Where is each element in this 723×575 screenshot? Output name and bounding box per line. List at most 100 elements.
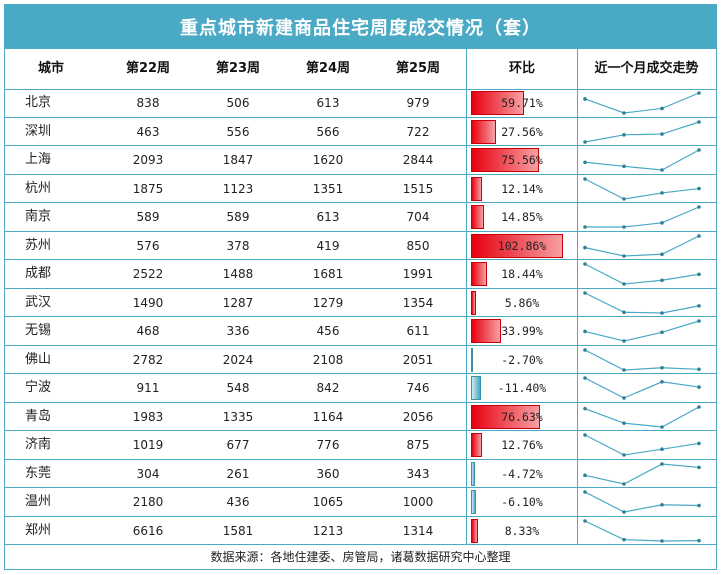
trend-point	[697, 303, 701, 308]
trend-point	[622, 367, 626, 372]
table-row: 无锡 468 336 456 611 33.99%	[5, 317, 716, 346]
ratio-bar-positive	[471, 233, 563, 258]
trend-point	[660, 424, 664, 429]
ratio-bar-positive	[471, 148, 539, 172]
ratio-bar-positive	[471, 262, 488, 286]
city-label: 成都	[25, 266, 52, 281]
ratio-cell: 5.86%	[467, 290, 577, 315]
trend-line	[584, 263, 700, 285]
chart-title: 重点城市新建商品住宅周度成交情况（套）	[5, 5, 716, 49]
trend-line	[584, 149, 700, 171]
table-row: 北京 838 506 613 979 59.71%	[5, 89, 716, 118]
trend-point	[697, 538, 701, 542]
week23-value: 1847	[222, 153, 254, 167]
week23-value: 556	[226, 124, 250, 139]
week22-value: 304	[136, 466, 160, 481]
city-label: 杭州	[25, 180, 52, 196]
trend-point	[660, 447, 664, 452]
ratio-cell: 59.71%	[467, 91, 577, 115]
trend-line	[584, 348, 700, 371]
week22-value: 463	[136, 124, 160, 139]
city-label: 南京	[25, 209, 52, 224]
city-label: 温州	[25, 494, 52, 509]
trend-point	[697, 186, 701, 190]
week23-value: 1581	[222, 523, 254, 538]
ratio-bar-negative	[471, 461, 476, 486]
trend-line	[584, 120, 700, 143]
week24-value: 1351	[312, 181, 344, 196]
city-label: 济南	[25, 437, 52, 452]
week24-value: 2108	[312, 352, 344, 367]
ratio-label: 14.85%	[501, 210, 543, 224]
trend-point	[660, 502, 664, 507]
trend-point	[622, 537, 626, 541]
trend-point	[660, 251, 664, 256]
ratio-cell: 27.56%	[467, 119, 577, 144]
table-row: 温州 2180 436 1065 1000 -6.10%	[5, 488, 716, 517]
trend-point	[660, 310, 664, 315]
trend-point	[583, 97, 587, 101]
week25-value: 2056	[402, 409, 434, 424]
trend-sparkline	[583, 461, 701, 486]
table-row: 宁波 911 548 842 746 -11.40%	[5, 374, 716, 403]
trend-line	[584, 234, 700, 257]
trend-point	[583, 139, 587, 144]
ratio-label: -6.10%	[501, 495, 543, 509]
week25-value: 722	[406, 124, 430, 139]
week24-value: 419	[316, 238, 340, 253]
trend-sparkline	[583, 347, 701, 372]
trend-sparkline	[583, 91, 701, 115]
trend-point	[697, 272, 701, 277]
trend-point	[697, 119, 701, 124]
ratio-cell: -2.70%	[467, 347, 577, 372]
ratio-cell: 75.56%	[467, 148, 577, 172]
trend-line	[584, 377, 700, 399]
city-label: 深圳	[25, 123, 52, 139]
week24-value: 613	[316, 96, 340, 110]
week24-value: 360	[316, 466, 340, 481]
ratio-cell: 14.85%	[467, 205, 577, 229]
trend-point	[622, 481, 626, 486]
trend-point	[660, 190, 664, 195]
ratio-bar-positive	[471, 518, 479, 543]
trend-line	[584, 491, 700, 513]
trend-point	[660, 278, 664, 283]
week23-value: 548	[226, 381, 250, 395]
trend-point	[583, 245, 587, 249]
trend-sparkline	[583, 433, 701, 457]
week23-value: 589	[226, 210, 250, 224]
trend-point	[622, 339, 626, 343]
trend-point	[697, 91, 701, 95]
trend-sparkline	[583, 205, 701, 229]
ratio-label: 102.86%	[497, 238, 547, 253]
week23-value: 378	[226, 238, 250, 253]
week23-value: 436	[226, 495, 250, 509]
table-row: 青岛 1983 1335 1164 2056 76.63%	[5, 403, 716, 431]
week24-value: 613	[316, 210, 340, 224]
city-label: 北京	[25, 95, 52, 110]
table-row: 佛山 2782 2024 2108 2051 -2.70%	[5, 346, 716, 374]
trend-point	[583, 329, 587, 334]
trend-point	[697, 441, 701, 446]
trend-line	[584, 291, 700, 314]
trend-point	[660, 538, 664, 543]
week22-value: 1983	[132, 409, 164, 424]
week22-value: 1490	[132, 295, 164, 310]
table-row: 东莞 304 261 360 343 -4.72%	[5, 460, 716, 488]
table-row: 苏州 576 378 419 850 102.86%	[5, 232, 716, 260]
week25-value: 2844	[402, 153, 434, 167]
trend-sparkline	[583, 290, 701, 315]
trend-line	[584, 434, 700, 456]
trend-point	[660, 330, 664, 335]
week23-value: 2024	[222, 352, 254, 367]
ratio-cell: 12.14%	[467, 176, 577, 201]
trend-sparkline	[583, 490, 701, 514]
trend-sparkline	[583, 262, 701, 286]
week22-value: 1019	[132, 438, 164, 452]
ratio-cell: 8.33%	[467, 518, 577, 543]
week25-value: 875	[406, 438, 430, 452]
week24-value: 1065	[312, 495, 344, 509]
ratio-bar-negative	[471, 347, 474, 372]
trend-point	[622, 453, 626, 457]
week25-value: 1314	[402, 523, 434, 538]
